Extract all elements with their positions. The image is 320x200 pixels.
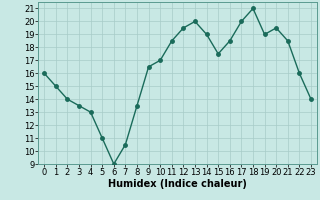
X-axis label: Humidex (Indice chaleur): Humidex (Indice chaleur) (108, 179, 247, 189)
